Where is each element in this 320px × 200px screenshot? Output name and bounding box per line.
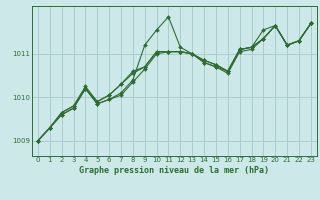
X-axis label: Graphe pression niveau de la mer (hPa): Graphe pression niveau de la mer (hPa) <box>79 166 269 175</box>
